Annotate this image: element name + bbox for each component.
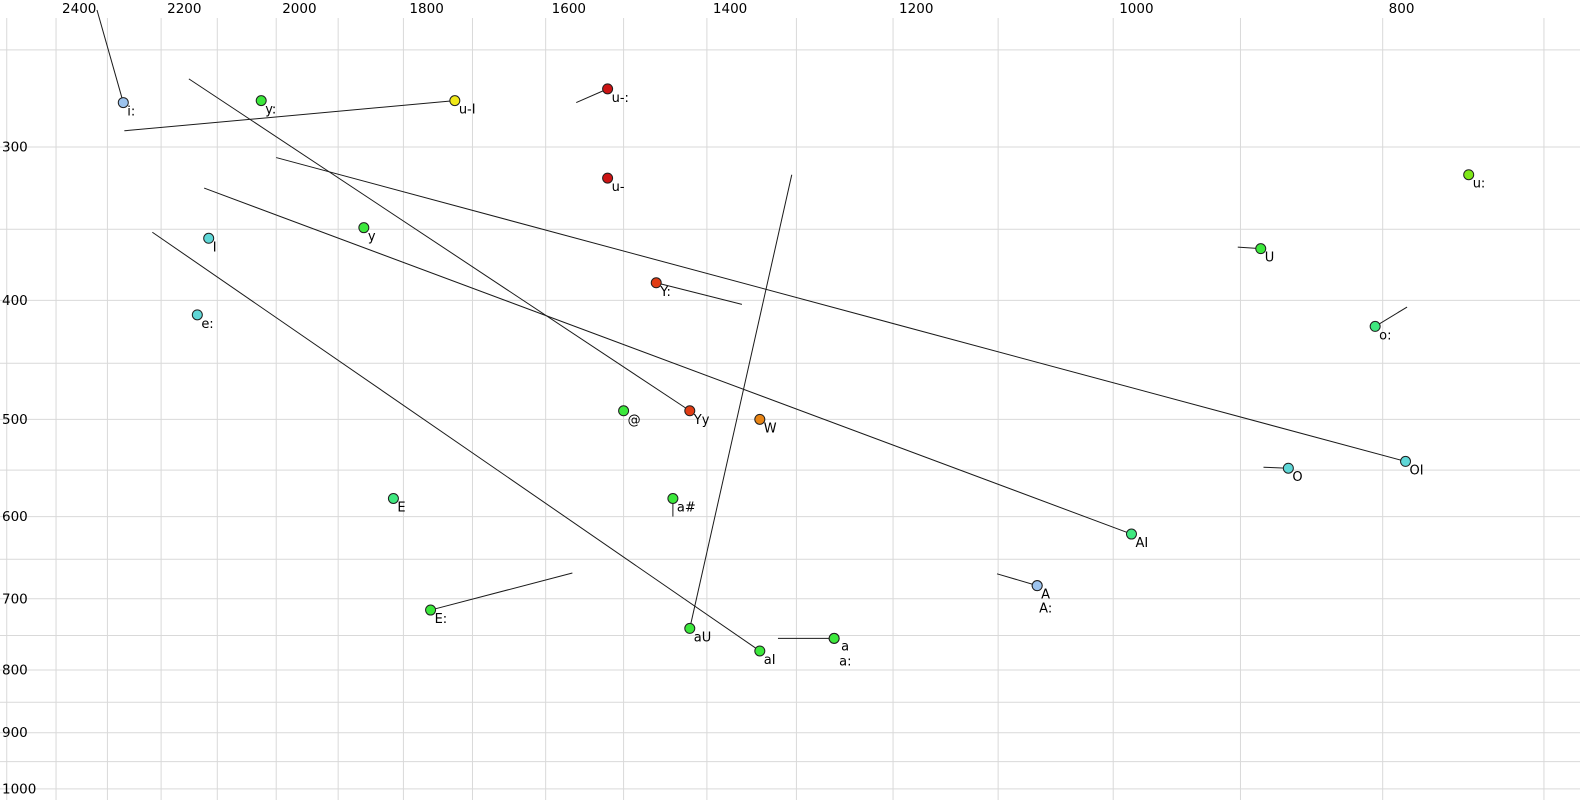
vowel-point-label-W: W [764, 421, 777, 436]
vowel-point-AI [1125, 528, 1137, 540]
vowel-point-label-a:: a: [839, 654, 851, 669]
vowel-point-W [754, 413, 766, 425]
x-tick-label: 2400 [62, 1, 96, 17]
vowel-point-label-E: E [397, 500, 405, 515]
vowel-point-label-e:: e: [201, 317, 213, 332]
point-labels: i: y: u-I u-: u-y Ie: u: Uo: Y: @ Yy W O OI E a# AI AA: E:… [127, 91, 1485, 670]
vowel-point-label-aI: aI [764, 653, 776, 668]
vowel-point-label-a: a [841, 639, 849, 654]
horizontal-gridlines [0, 49, 1580, 790]
trajectory-lines [96, 9, 1408, 652]
vowel-point-label-A: A [1041, 588, 1050, 603]
vowel-point-O [1282, 462, 1294, 474]
y-tick-label: 500 [2, 412, 28, 428]
vowel-point-label-aU: aU [694, 630, 711, 645]
trajectory-line-aI [152, 231, 761, 652]
vowel-point-label-E:: E: [435, 612, 448, 627]
trajectory-line-A [996, 573, 1038, 587]
vowel-point-label-u:: u: [1473, 177, 1486, 192]
vowel-point-E [387, 492, 399, 504]
vowel-point-label-OI: OI [1410, 463, 1424, 478]
vowel-point-u- [602, 172, 614, 184]
trajectory-line-OI [276, 157, 1406, 462]
vowel-point-label-u-:: u-: [612, 91, 629, 106]
vowel-point-label-i:: i: [127, 105, 135, 120]
vowel-point-e: [191, 309, 203, 321]
vowel-point-u-I [449, 95, 461, 107]
x-tick-label: 2200 [167, 1, 201, 17]
trajectory-line-u-: [576, 88, 608, 104]
x-tick-label: 800 [1389, 1, 1415, 17]
x-tick-label: 1200 [899, 1, 933, 17]
vowel-point-a: [828, 632, 840, 644]
y-axis-tick-labels: 300 400 500 600 700 800 900 1000 [2, 140, 36, 798]
x-tick-label: 1600 [552, 1, 586, 17]
vowel-point-o: [1369, 320, 1381, 332]
x-tick-label: 1000 [1119, 1, 1153, 17]
trajectory-line-E: [430, 572, 573, 611]
data-points [117, 83, 1475, 657]
vowel-point-y [358, 222, 370, 234]
trajectory-line-i: [96, 9, 124, 103]
vowel-point-aU [684, 622, 696, 634]
vowel-point-u: [1463, 169, 1475, 181]
trajectory-line-Yy [188, 78, 691, 412]
vertical-gridlines [6, 18, 1545, 800]
vowel-point-label-y: y [368, 230, 376, 245]
vowel-point-label-Yy: Yy [693, 413, 710, 428]
vowel-point-label-a#: a# [677, 500, 696, 515]
x-tick-label: 1800 [409, 1, 443, 17]
trajectory-line-Y: [656, 282, 743, 305]
vowel-point-Yy [684, 405, 696, 417]
trajectory-line-o: [1374, 306, 1408, 327]
vowel-point-OI [1400, 455, 1412, 467]
vowel-point-label-u-: u- [612, 180, 625, 195]
vowel-point-u-: [602, 83, 614, 95]
y-tick-label: 800 [2, 662, 28, 678]
vowel-point-label-o:: o: [1379, 328, 1391, 343]
y-tick-label: 300 [2, 140, 28, 156]
y-tick-label: 600 [2, 509, 28, 525]
y-tick-label: 400 [2, 293, 28, 309]
y-tick-label: 700 [2, 591, 28, 607]
trajectory-line-u-I [124, 100, 455, 132]
vowel-point-y: [255, 95, 267, 107]
vowel-point-aI [754, 645, 766, 657]
trajectory-line-AI [203, 187, 1132, 535]
vowel-point-label-U: U [1265, 251, 1275, 266]
y-tick-label: 900 [2, 725, 28, 741]
vowel-point-i: [117, 97, 129, 109]
trajectory-line-aU [689, 174, 793, 629]
vowel-point-label-O: O [1292, 470, 1302, 485]
vowel-point-label-I: I [213, 240, 217, 255]
x-tick-label: 1400 [713, 1, 747, 17]
vowel-point-U [1255, 243, 1267, 255]
x-tick-label: 2000 [282, 1, 316, 17]
vowel-point-@ [618, 405, 630, 417]
vowel-point-a# [667, 492, 679, 504]
vowel-point-label-y:: y: [265, 103, 276, 118]
vowel-point-label-u-I: u-I [459, 103, 476, 118]
vowel-point-label-@: @ [628, 413, 641, 428]
vowel-point-label-AI: AI [1135, 536, 1148, 551]
vowel-point-A: [1031, 580, 1043, 592]
y-tick-label: 1000 [2, 781, 36, 797]
vowel-point-I [203, 232, 215, 244]
vowel-point-E: [425, 604, 437, 616]
vowel-point-label-Y:: Y: [659, 285, 671, 300]
vowel-point-label-A:: A: [1039, 602, 1052, 617]
vowel-point-Y: [650, 277, 662, 289]
x-axis-tick-labels: 2400 2200 2000 1800 1600 1400 1200 1000 800 [62, 1, 1414, 17]
